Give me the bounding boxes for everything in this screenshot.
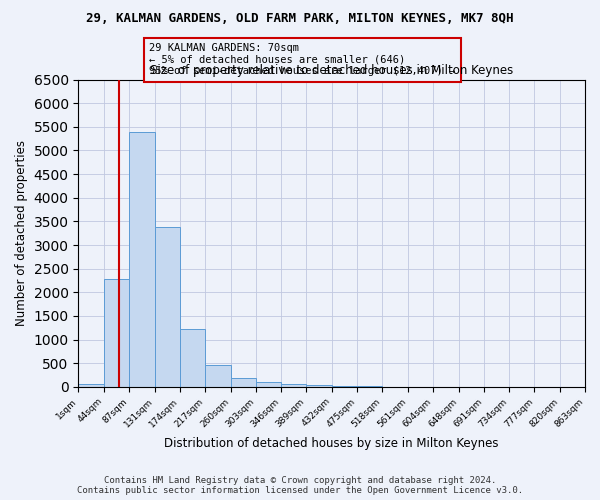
Text: Contains HM Land Registry data © Crown copyright and database right 2024.
Contai: Contains HM Land Registry data © Crown c… [77,476,523,495]
Bar [180,329,205,387]
Bar [307,386,332,387]
Bar [230,378,256,387]
Bar [155,227,180,387]
Bar [129,132,155,387]
Bar [79,384,104,387]
Text: 29 KALMAN GARDENS: 70sqm
← 5% of detached houses are smaller (646)
95% of semi-d: 29 KALMAN GARDENS: 70sqm ← 5% of detache… [149,44,455,76]
Bar [281,384,307,387]
Title: Size of property relative to detached houses in Milton Keynes: Size of property relative to detached ho… [150,64,514,77]
Bar [205,365,230,387]
Y-axis label: Number of detached properties: Number of detached properties [15,140,28,326]
Bar [256,382,281,387]
Bar [104,279,129,387]
Bar [332,386,357,387]
X-axis label: Distribution of detached houses by size in Milton Keynes: Distribution of detached houses by size … [164,437,499,450]
Text: 29, KALMAN GARDENS, OLD FARM PARK, MILTON KEYNES, MK7 8QH: 29, KALMAN GARDENS, OLD FARM PARK, MILTO… [86,12,514,26]
